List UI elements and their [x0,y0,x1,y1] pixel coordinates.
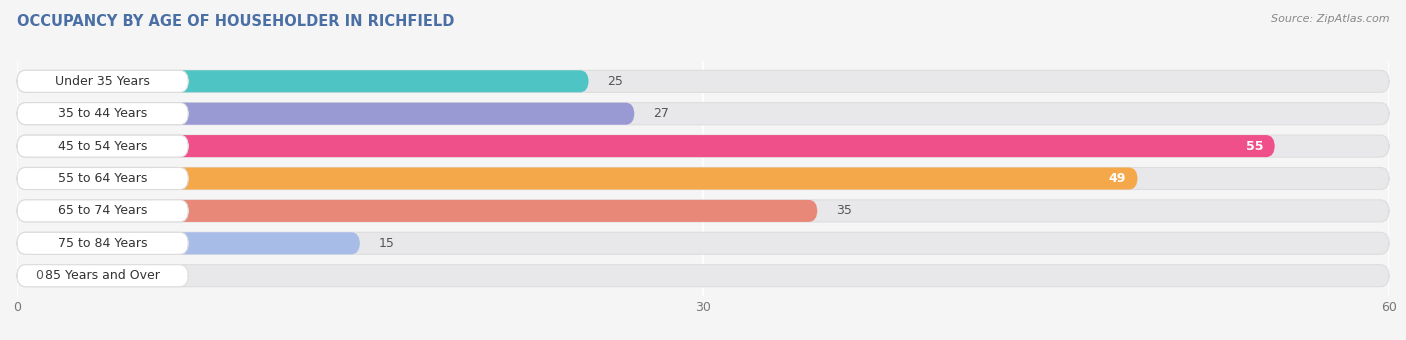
FancyBboxPatch shape [17,232,360,254]
FancyBboxPatch shape [17,168,1137,189]
Text: 35 to 44 Years: 35 to 44 Years [58,107,148,120]
Text: 0: 0 [35,269,44,282]
Text: Source: ZipAtlas.com: Source: ZipAtlas.com [1271,14,1389,23]
FancyBboxPatch shape [17,103,188,125]
Text: 65 to 74 Years: 65 to 74 Years [58,204,148,217]
Text: 25: 25 [607,75,623,88]
FancyBboxPatch shape [17,200,1389,222]
FancyBboxPatch shape [17,70,188,92]
FancyBboxPatch shape [17,232,188,254]
Text: Under 35 Years: Under 35 Years [55,75,150,88]
FancyBboxPatch shape [17,135,1389,157]
Text: 27: 27 [652,107,669,120]
Text: 55 to 64 Years: 55 to 64 Years [58,172,148,185]
FancyBboxPatch shape [17,135,188,157]
FancyBboxPatch shape [17,70,1389,92]
Text: 55: 55 [1246,140,1264,153]
Text: 75 to 84 Years: 75 to 84 Years [58,237,148,250]
FancyBboxPatch shape [17,232,1389,254]
FancyBboxPatch shape [17,200,817,222]
Text: 49: 49 [1109,172,1126,185]
FancyBboxPatch shape [17,103,1389,125]
Text: 15: 15 [378,237,394,250]
FancyBboxPatch shape [17,70,589,92]
FancyBboxPatch shape [17,103,634,125]
Text: 35: 35 [835,204,852,217]
FancyBboxPatch shape [17,200,188,222]
FancyBboxPatch shape [17,135,1275,157]
FancyBboxPatch shape [17,265,188,287]
Text: 45 to 54 Years: 45 to 54 Years [58,140,148,153]
Text: 85 Years and Over: 85 Years and Over [45,269,160,282]
FancyBboxPatch shape [17,168,188,189]
Text: OCCUPANCY BY AGE OF HOUSEHOLDER IN RICHFIELD: OCCUPANCY BY AGE OF HOUSEHOLDER IN RICHF… [17,14,454,29]
FancyBboxPatch shape [17,168,1389,189]
FancyBboxPatch shape [17,265,1389,287]
